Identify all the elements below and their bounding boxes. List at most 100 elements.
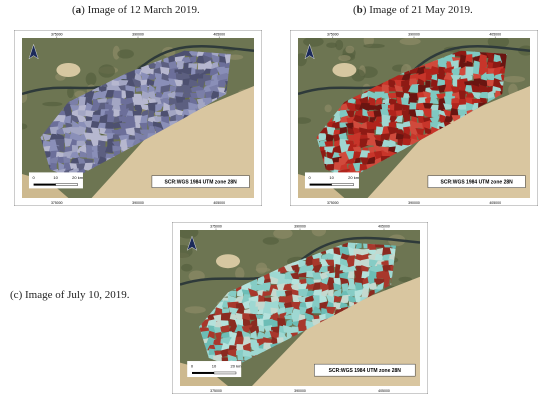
field [359,127,369,137]
field [439,114,446,123]
field [196,55,205,65]
terrain [180,230,199,239]
field [76,114,88,123]
crs-label: SCR:WGS 1984 UTM zone 28N [165,180,238,186]
field [312,295,321,304]
scale-label: 20 km [72,175,84,180]
caption: (a) Image of 12 March 2019. [72,4,200,16]
field [362,108,370,118]
field [162,102,171,113]
field [326,126,336,136]
field [118,116,129,123]
field [374,139,384,147]
x-coord-label: 375000 [327,201,339,205]
field [341,283,348,293]
caption-text: ) Image of 21 May 2019. [362,4,473,16]
field [278,296,286,304]
field [352,114,363,124]
field [132,110,142,117]
field [331,121,343,129]
field [331,144,343,155]
field [459,66,466,77]
field [345,110,355,119]
field [340,294,351,304]
field [325,133,335,143]
field [401,79,411,88]
field [429,66,440,76]
field [147,126,157,135]
scale-label: 10 [212,363,217,368]
field [209,66,219,76]
field [147,102,158,113]
field [105,90,115,98]
field [181,50,193,58]
scale-label: 10 [53,175,58,180]
caption-text: ) Image of July 10, 2019. [18,289,130,301]
field [478,78,490,87]
field [429,97,439,105]
x-coord-label: 390000 [132,201,144,205]
field [250,330,258,340]
field [248,288,260,298]
field [373,135,382,143]
field [196,72,206,80]
field [353,132,361,143]
field [429,60,439,70]
field [77,110,87,117]
field [429,85,440,92]
field [438,84,447,93]
field [148,91,157,101]
field [304,294,316,303]
north-arrow [186,235,198,251]
field [97,98,107,104]
terrain [112,45,121,60]
field [125,127,137,137]
scale-label: 0 [308,175,311,180]
field [242,342,251,353]
field [291,264,301,274]
field [381,126,390,136]
terrain [303,38,324,47]
field [56,133,66,141]
field [98,135,109,142]
field [140,104,149,111]
field [182,67,193,75]
desert [91,86,254,198]
field [374,91,385,101]
field [394,115,404,123]
terrain [98,64,116,78]
scale-label: 20 km [348,175,360,180]
field [62,126,73,135]
x-coord-label: 405000 [378,225,390,229]
crs-label: SCR:WGS 1984 UTM zone 28N [441,180,514,186]
north-arrow [304,43,315,60]
terrain [42,101,63,107]
caption: (c) Image of July 10, 2019. [10,289,129,301]
field [160,90,172,100]
crs-label: SCR:WGS 1984 UTM zone 28N [329,368,402,374]
field [125,121,137,130]
field [298,272,309,278]
field [450,74,462,81]
x-coord-label: 390000 [294,225,306,229]
field [471,84,482,93]
field [139,122,148,131]
terrain [335,39,344,51]
x-coord-label: 405000 [378,389,390,393]
terrain [338,55,351,62]
terrain [262,237,279,245]
terrain [311,230,327,237]
field [40,132,44,143]
field [248,325,260,335]
terrain [85,72,97,86]
field [181,108,191,118]
field [181,84,193,94]
field [83,120,94,130]
field [499,54,507,65]
field [403,114,411,124]
field [485,73,496,81]
field [70,114,81,123]
field [215,331,222,341]
x-coord-label: 375000 [210,389,222,393]
field [366,156,377,165]
